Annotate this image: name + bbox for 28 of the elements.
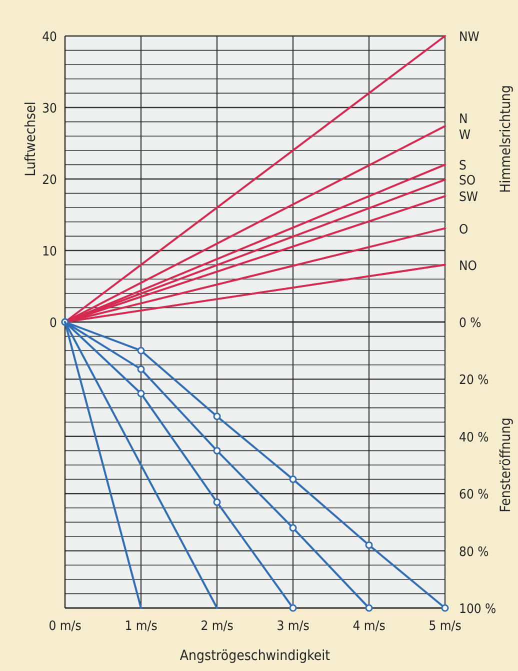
y2-tick-label: 20 % bbox=[459, 373, 489, 388]
y-tick-label: 10 bbox=[42, 244, 57, 260]
x-tick-label: 4 m/s bbox=[352, 619, 386, 634]
y-tick-label: 20 bbox=[42, 173, 57, 188]
y-tick-label: 0 bbox=[50, 316, 57, 331]
x-tick-label: 3 m/s bbox=[276, 619, 310, 634]
x-tick-label: 1 m/s bbox=[124, 619, 158, 634]
y2-tick-label: 80 % bbox=[459, 544, 489, 560]
series-label: NO bbox=[459, 258, 477, 274]
y-axis-title: Luftwechsel bbox=[23, 102, 39, 176]
y-tick-label: 30 bbox=[42, 102, 57, 116]
x-axis-title: Angströgeschwindigkeit bbox=[180, 648, 330, 664]
series-label: SW bbox=[459, 190, 478, 206]
series-label: O bbox=[459, 222, 468, 238]
y2-tick-label: 0 % bbox=[459, 316, 482, 331]
series-label: S bbox=[459, 158, 466, 174]
x-tick-label: 5 m/s bbox=[428, 619, 462, 634]
series-label: NW bbox=[459, 30, 480, 45]
y2-axis-title: Fensteröffnung bbox=[498, 418, 514, 512]
y2-tick-label: 40 % bbox=[459, 430, 489, 446]
y2-tick-label: 100 % bbox=[459, 602, 496, 617]
x-tick-label: 0 m/s bbox=[48, 619, 82, 634]
y2-tick-label: 60 % bbox=[459, 488, 489, 503]
series-label: SO bbox=[459, 174, 476, 189]
text: Himmelsrichtung bbox=[498, 85, 514, 193]
x-tick-label: 2 m/s bbox=[200, 619, 234, 634]
y-tick-label: 40 bbox=[42, 30, 57, 45]
series-label: N W bbox=[459, 112, 471, 144]
